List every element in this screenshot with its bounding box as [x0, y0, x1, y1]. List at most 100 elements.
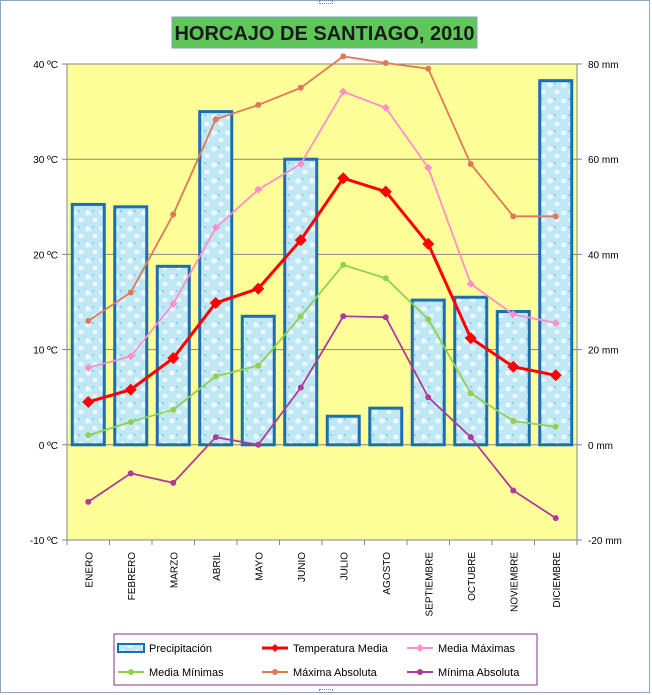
media-minimas-point: [340, 261, 347, 268]
right-tick-label: -20 mm: [588, 536, 622, 547]
precipitation-bar: [198, 110, 234, 447]
minima-absoluta-point: [382, 314, 389, 321]
temperatura-media-point: [209, 296, 222, 309]
resize-handle-bottom[interactable]: [319, 689, 333, 693]
maxima-absoluta-point: [212, 116, 219, 123]
media-maximas-point: [424, 163, 433, 172]
chart-title: HORCAJO DE SANTIAGO, 2010: [174, 23, 474, 45]
left-tick-label: 0 ºC: [39, 441, 58, 452]
legend-label: Precipitación: [149, 643, 212, 655]
chart-title-box: [171, 16, 478, 49]
temperatura-media-point: [124, 383, 137, 396]
maxima-absoluta-point: [382, 60, 389, 67]
media-maximas-point: [169, 299, 178, 308]
legend-box: [113, 633, 538, 686]
legend-item-maxima-absoluta: Máxima Absoluta: [262, 667, 378, 679]
category-label: JULIO: [339, 552, 350, 581]
category-label: SEPTIEMBRE: [424, 552, 435, 617]
media-maximas-line: [88, 90, 556, 369]
right-tick-label: 60 mm: [588, 155, 619, 166]
temperatura-media-point: [379, 185, 392, 198]
media-minimas-point: [297, 313, 304, 320]
category-label: DICIEMBRE: [552, 552, 563, 608]
legend-marker: [272, 669, 278, 675]
temperatura-media-point: [549, 369, 562, 382]
precipitation-bars: [70, 79, 574, 447]
category-label: JUNIO: [297, 552, 308, 582]
maxima-absoluta-point: [425, 65, 432, 72]
right-tick-label: 0 mm: [588, 441, 613, 452]
precipitation-bar: [113, 205, 149, 447]
minima-absoluta-point: [85, 498, 92, 505]
media-maximas-point: [211, 223, 220, 232]
legend-marker: [416, 644, 424, 652]
media-maximas-point: [551, 318, 560, 327]
precipitation-bar: [410, 298, 446, 447]
temperatura-media-point: [167, 352, 180, 365]
category-label: ABRIL: [212, 552, 223, 581]
left-tick-label: -10 ºC: [30, 536, 58, 547]
media-maximas-point: [254, 185, 263, 194]
temperatura-media-line: [87, 176, 557, 404]
left-tick-label: 10 ºC: [33, 346, 58, 357]
temperature-lines: [82, 53, 562, 522]
legend-marker: [271, 644, 279, 652]
legend-label: Máxima Absoluta: [293, 667, 378, 679]
legend-swatch: [117, 643, 145, 653]
media-minimas-point: [382, 275, 389, 282]
resize-handle-top[interactable]: [319, 0, 333, 4]
minima-absoluta-line: [87, 315, 557, 519]
left-tick-label: 40 ºC: [33, 60, 58, 71]
temperatura-media-point: [82, 395, 95, 408]
legend-item-media-maximas: Media Máximas: [407, 643, 516, 655]
temperatura-media-point: [252, 282, 265, 295]
maxima-absoluta-point: [340, 53, 347, 60]
minima-absoluta-point: [467, 434, 474, 441]
precipitation-bar: [495, 310, 531, 447]
left-tick-label: 30 ºC: [33, 155, 58, 166]
minima-absoluta-point: [255, 441, 262, 448]
precipitation-bar: [70, 202, 106, 447]
legend-label: Mínima Absoluta: [438, 667, 520, 679]
media-minimas-point: [127, 418, 134, 425]
media-minimas-point: [510, 418, 517, 424]
maxima-absoluta-point: [467, 160, 474, 167]
maxima-absoluta-point: [127, 289, 134, 296]
minima-absoluta-point: [212, 434, 219, 441]
right-tick-label: 80 mm: [588, 60, 619, 71]
legend-item-precipitacion: Precipitación: [117, 643, 212, 655]
legend: Precipitación Temperatura Media Media Máxi…: [117, 643, 520, 679]
media-maximas-point: [126, 352, 135, 361]
maxima-absoluta-point: [170, 211, 177, 218]
media-minimas-point: [170, 406, 177, 413]
category-label: AGOSTO: [382, 552, 393, 595]
minima-absoluta-point: [425, 394, 432, 401]
temperatura-media-point: [507, 360, 520, 373]
minima-absoluta-point: [127, 470, 134, 477]
media-minimas-point: [425, 316, 432, 323]
media-minimas-point: [85, 432, 92, 439]
temperatura-media-point: [294, 234, 307, 247]
media-maximas-point: [509, 310, 518, 319]
left-tick-label: 20 ºC: [33, 250, 58, 261]
precipitation-bar: [325, 414, 361, 447]
category-labels: ENERO FEBRERO MARZO ABRIL MAYO JUNIO JULIO AGOS…: [84, 552, 563, 617]
legend-label: Temperatura Media: [293, 643, 389, 655]
media-maximas-point: [296, 159, 305, 168]
right-tick-label: 40 mm: [588, 250, 619, 261]
minima-absoluta-point: [340, 313, 347, 320]
temperatura-media-point: [464, 332, 477, 345]
precipitation-bar: [453, 295, 489, 447]
media-maximas-point: [84, 363, 93, 372]
category-label: MAYO: [254, 552, 265, 581]
legend-label: Media Mínimas: [149, 667, 224, 679]
right-axis-tick-labels: -20 mm 0 mm 20 mm 40 mm 60 mm 80 mm: [588, 60, 622, 547]
media-maximas-point: [339, 87, 348, 96]
category-label: NOVIEMBRE: [509, 552, 520, 612]
legend-item-media-minimas: Media Mínimas: [118, 667, 224, 679]
minima-absoluta-point: [297, 384, 304, 391]
precipitation-bar: [538, 79, 574, 447]
left-axis-tick-labels: -10 ºC 0 ºC 10 ºC 20 ºC 30 ºC 40 ºC: [30, 60, 58, 547]
precipitation-bar: [368, 406, 404, 447]
media-minimas-point: [552, 423, 559, 430]
